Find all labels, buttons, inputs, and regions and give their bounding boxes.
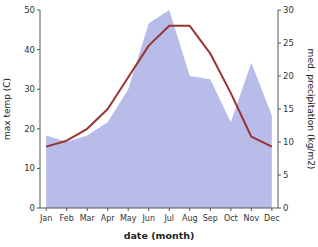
x-tick	[271, 208, 272, 211]
y2-tick-label: 20	[283, 71, 294, 81]
y-tick	[37, 128, 40, 129]
y-tick-label: 40	[24, 45, 35, 55]
x-tick-label: Jun	[141, 214, 155, 223]
y2-tick-label: 15	[283, 104, 294, 114]
x-tick	[251, 208, 252, 211]
y2-tick-label: 25	[283, 38, 294, 48]
x-tick	[169, 208, 170, 211]
x-tick	[66, 208, 67, 211]
y-tick-label: 20	[24, 124, 35, 134]
y-tick-label: 50	[24, 5, 35, 15]
x-tick-label: Dec	[264, 214, 279, 223]
x-tick-label: Sep	[203, 214, 218, 223]
y-tick	[37, 89, 40, 90]
x-axis-line	[40, 208, 278, 209]
y-tick-label: 30	[24, 84, 35, 94]
y-tick-label: 10	[24, 163, 35, 173]
precipitation-area	[46, 10, 272, 208]
y-tick	[37, 208, 40, 209]
y2-tick	[278, 109, 281, 110]
x-tick-label: Nov	[244, 214, 260, 223]
y2-tick-label: 0	[283, 203, 288, 213]
x-tick-label: Aug	[182, 214, 198, 223]
x-tick	[189, 208, 190, 211]
x-tick-label: May	[120, 214, 137, 223]
y2-tick	[278, 76, 281, 77]
x-tick-label: Jan	[39, 214, 52, 223]
y-tick	[37, 168, 40, 169]
x-tick-label: Mar	[80, 214, 96, 223]
y-axis-label: max temp (C)	[2, 78, 12, 140]
x-tick	[87, 208, 88, 211]
x-tick-label: Oct	[224, 214, 238, 223]
x-tick	[210, 208, 211, 211]
y-tick	[37, 10, 40, 11]
y2-tick	[278, 10, 281, 11]
x-tick	[128, 208, 129, 211]
x-tick-label: Feb	[60, 214, 74, 223]
y2-axis-label: med. precipitation (kg/m2)	[306, 49, 316, 170]
y2-tick	[278, 208, 281, 209]
x-tick	[148, 208, 149, 211]
y-tick-label: 0	[30, 203, 35, 213]
y2-tick-label: 30	[283, 5, 294, 15]
x-tick	[46, 208, 47, 211]
marks	[46, 10, 272, 208]
y2-tick	[278, 43, 281, 44]
chart-container: 0 10 20 30 40 50 max temp (C) 0 5 10 15 20 25 30 med. …	[0, 0, 318, 247]
y-tick	[37, 49, 40, 50]
y2-tick-label: 10	[283, 137, 294, 147]
y2-tick-label: 5	[283, 170, 288, 180]
x-tick	[107, 208, 108, 211]
y-axis-line	[40, 10, 41, 208]
y2-tick	[278, 175, 281, 176]
temperature-line	[46, 26, 272, 147]
x-tick	[230, 208, 231, 211]
chart: 0 10 20 30 40 50 max temp (C) 0 5 10 15 20 25 30 med. …	[0, 0, 318, 247]
y2-tick	[278, 142, 281, 143]
x-tick-label: Apr	[101, 214, 116, 223]
x-axis-label: date (month)	[124, 230, 195, 241]
x-tick-label: Jul	[163, 214, 174, 223]
